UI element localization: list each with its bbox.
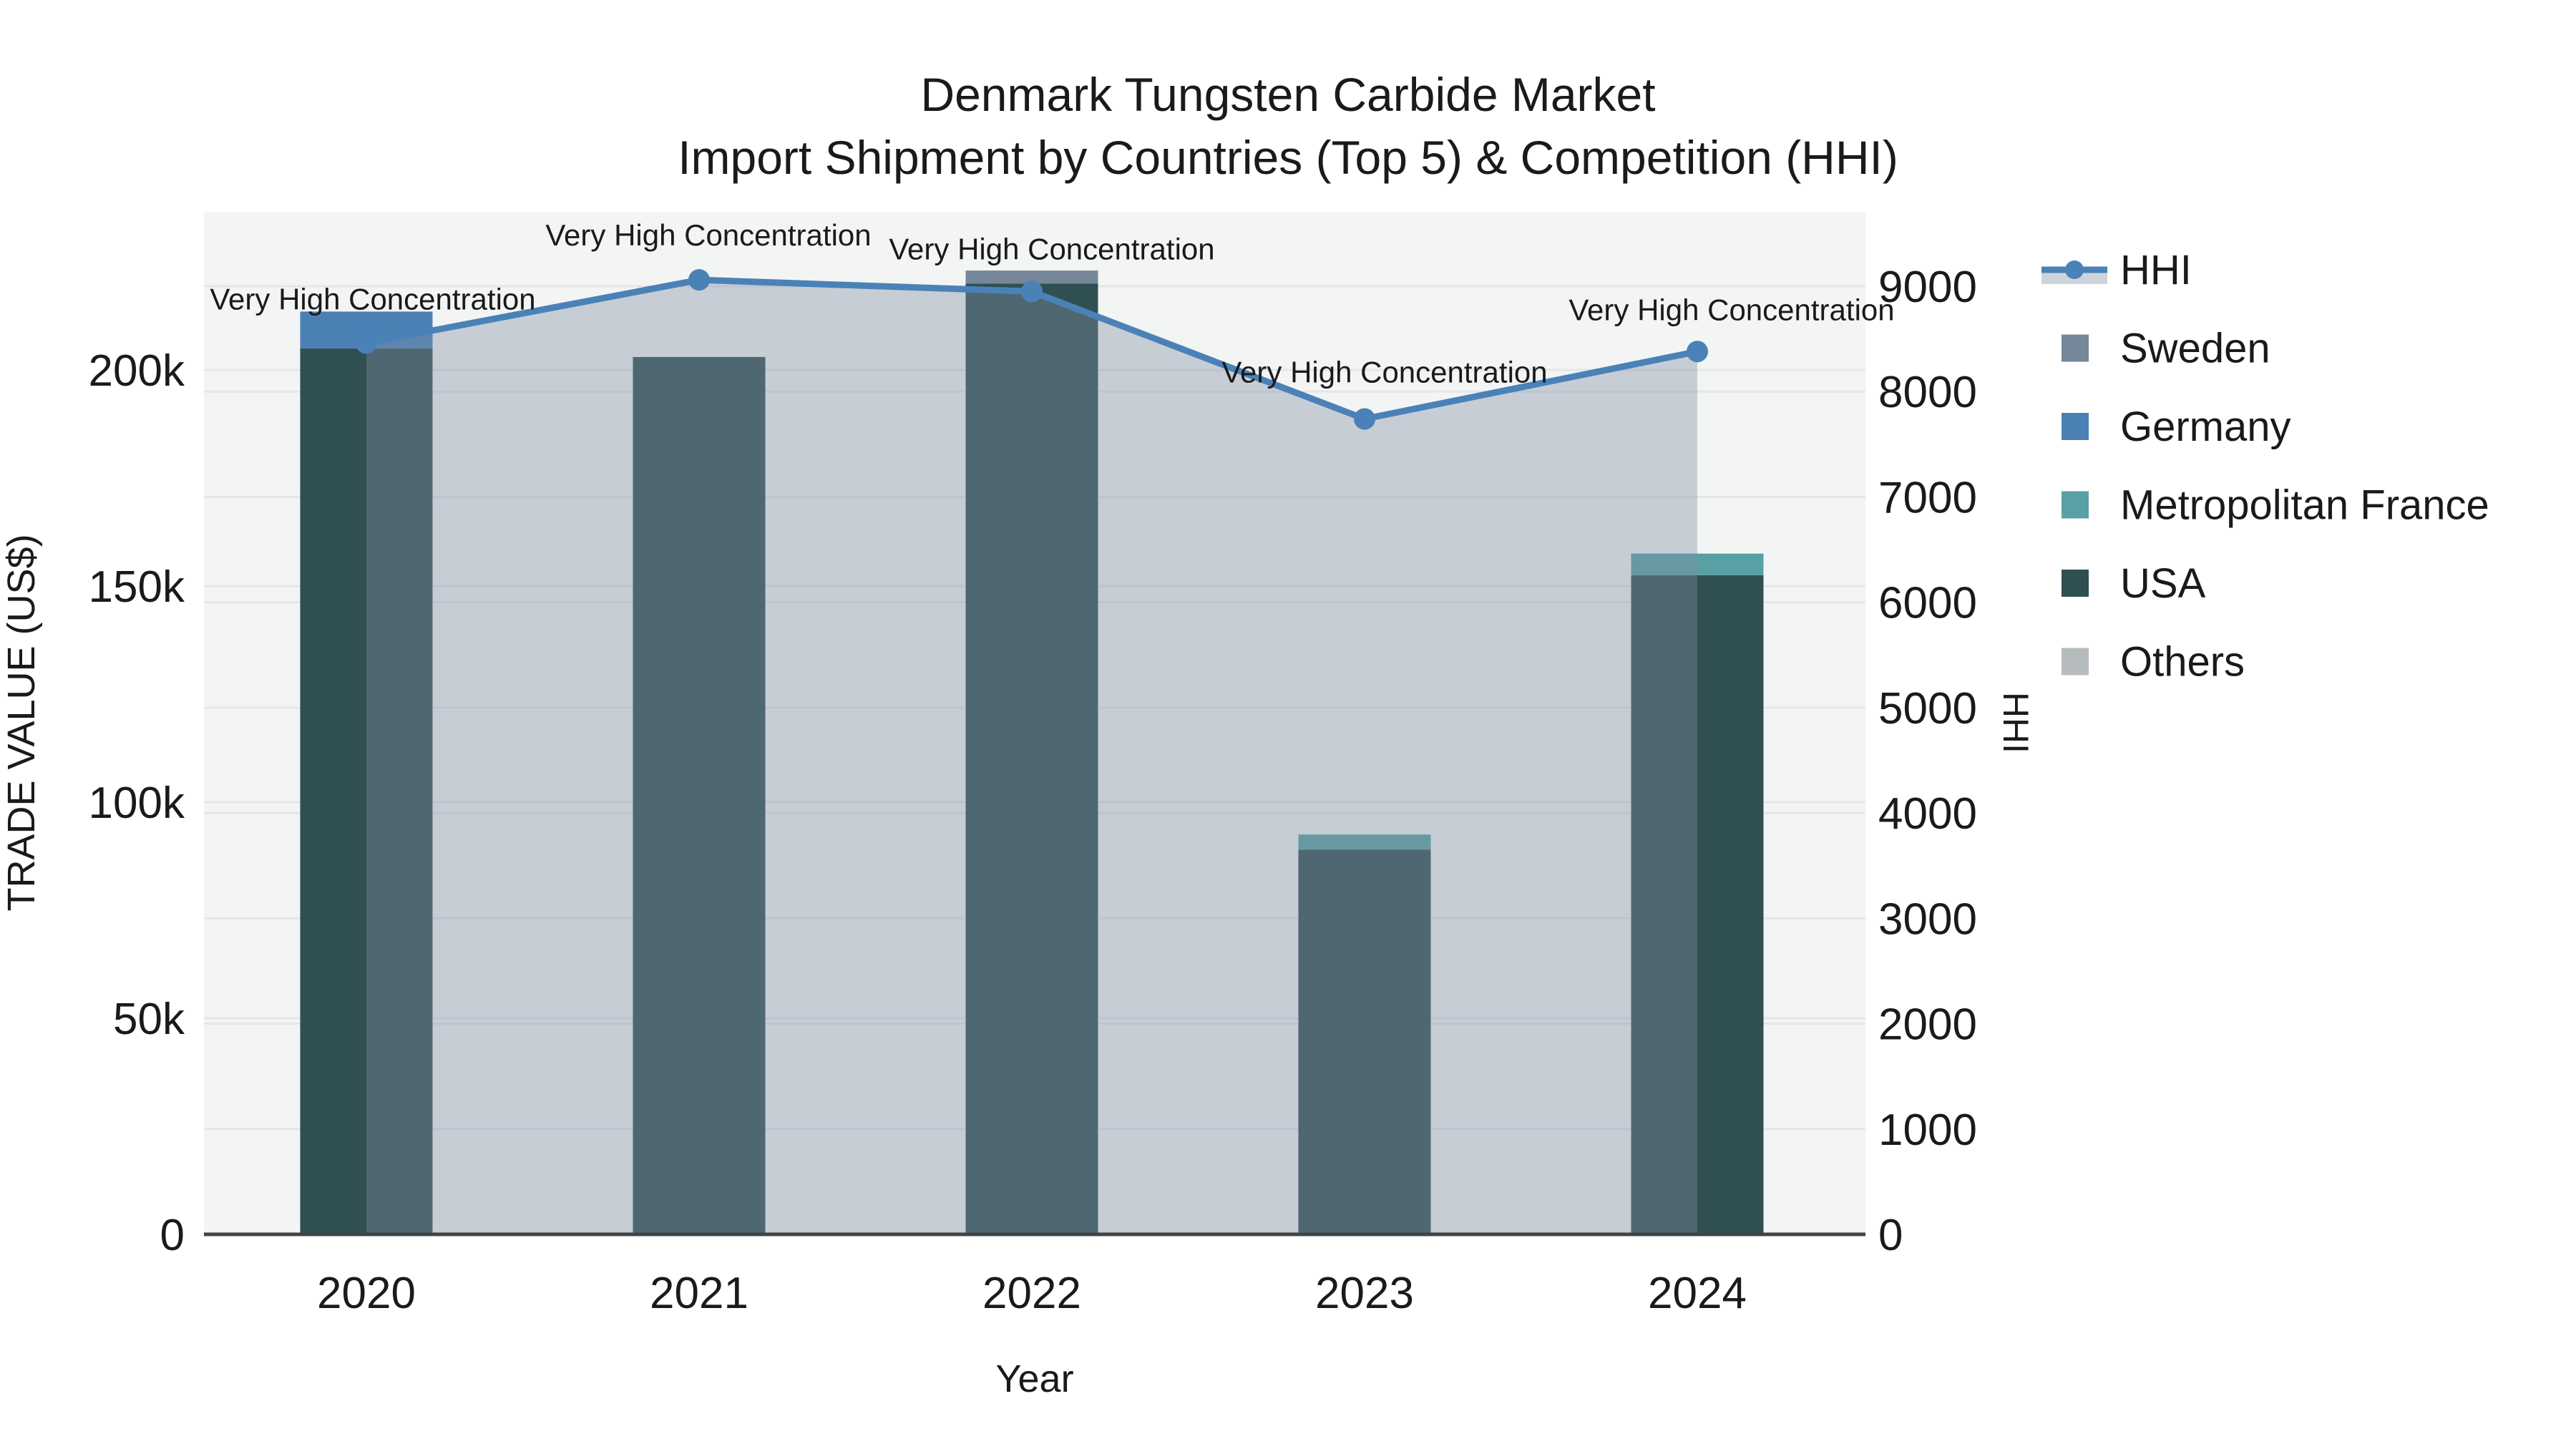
y-right-tick-1000: 1000	[1878, 1106, 1977, 1155]
y-right-tick-4000: 4000	[1878, 789, 1977, 839]
legend-swatch-metropolitan-france	[2062, 491, 2089, 519]
x-axis-ticks: 2020 2021 2022 2023 2024	[317, 1269, 1747, 1318]
hhi-marker-2024[interactable]	[1687, 341, 1708, 363]
legend-label-hhi: HHI	[2120, 247, 2192, 293]
legend-label-others: Others	[2120, 639, 2245, 686]
y-right-tick-3000: 3000	[1878, 894, 1977, 944]
bar-segment-2024-metropolitan-france[interactable]	[1631, 553, 1764, 575]
hhi-area-fill	[366, 280, 1697, 1235]
hhi-marker-2021[interactable]	[688, 269, 710, 291]
chart-title-line2: Import Shipment by Countries (Top 5) & C…	[678, 131, 1898, 184]
bar-segment-2021-usa[interactable]	[633, 356, 766, 1234]
x-axis-title: Year	[995, 1357, 1073, 1400]
legend-swatch-usa	[2062, 570, 2089, 597]
x-tick-2023: 2023	[1315, 1269, 1414, 1318]
legend-label-metropolitan-france: Metropolitan France	[2120, 482, 2489, 529]
legend-swatch-others	[2062, 648, 2089, 675]
y-right-tick-2000: 2000	[1878, 1000, 1977, 1050]
bar-segment-2023-metropolitan-france[interactable]	[1298, 834, 1431, 850]
legend-label-sweden: Sweden	[2120, 326, 2270, 372]
legend-label-usa: USA	[2120, 560, 2206, 607]
legend-item-metropolitan-france[interactable]: Metropolitan France	[2062, 482, 2489, 529]
legend-label-germany: Germany	[2120, 404, 2291, 450]
hhi-marker-2020[interactable]	[356, 332, 377, 354]
hhi-marker-2023[interactable]	[1354, 408, 1375, 430]
bar-layer	[300, 270, 1764, 1235]
annotation-2024: Very High Concentration	[1568, 293, 1894, 326]
annotation-2023: Very High Concentration	[1221, 356, 1547, 389]
x-tick-2024: 2024	[1648, 1269, 1747, 1318]
y-right-axis-title: HHI	[1996, 692, 2036, 753]
legend-item-hhi[interactable]: HHI	[2041, 247, 2192, 293]
legend-swatch-germany	[2062, 413, 2089, 440]
hhi-line-layer	[356, 269, 1708, 430]
y-right-tick-5000: 5000	[1878, 684, 1977, 733]
y-left-tick-50k: 50k	[113, 995, 185, 1044]
legend-item-sweden[interactable]: Sweden	[2062, 326, 2270, 372]
y-left-axis-title: TRADE VALUE (US$)	[0, 534, 43, 911]
legend-hhi-marker-icon	[2065, 260, 2084, 279]
annotation-2020: Very High Concentration	[210, 283, 535, 316]
y-right-tick-6000: 6000	[1878, 579, 1977, 628]
x-tick-2022: 2022	[982, 1269, 1081, 1318]
annotation-2021: Very High Concentration	[545, 218, 871, 252]
legend-item-others[interactable]: Others	[2062, 639, 2245, 686]
y-right-axis-ticks: 0 1000 2000 3000 4000 5000 6000 7000 8000 9000	[1878, 263, 1977, 1260]
legend: HHI Sweden Germany Metropolitan France USA Ot…	[2041, 247, 2489, 686]
y-left-tick-100k: 100k	[89, 779, 185, 828]
y-left-axis-ticks: 0 50k 100k 150k 200k	[89, 346, 185, 1260]
bar-segment-2020-usa[interactable]	[300, 348, 433, 1234]
hhi-marker-2022[interactable]	[1021, 280, 1043, 303]
annotation-2022: Very High Concentration	[889, 232, 1214, 265]
legend-item-usa[interactable]: USA	[2062, 560, 2206, 607]
legend-item-germany[interactable]: Germany	[2062, 404, 2291, 450]
legend-swatch-sweden	[2062, 334, 2089, 362]
bar-segment-2024-usa[interactable]	[1631, 575, 1764, 1234]
y-left-tick-0: 0	[160, 1211, 185, 1260]
bar-segment-2022-usa[interactable]	[965, 283, 1098, 1235]
y-right-tick-9000: 9000	[1878, 263, 1977, 312]
y-left-tick-150k: 150k	[89, 562, 185, 612]
y-right-tick-0: 0	[1878, 1211, 1903, 1260]
hhi-area-layer	[366, 280, 1697, 1235]
annotation-layer: Very High Concentration Very High Concent…	[210, 218, 1894, 389]
bar-segment-2022-sweden[interactable]	[965, 270, 1098, 284]
x-tick-2021: 2021	[650, 1269, 748, 1318]
y-right-tick-7000: 7000	[1878, 473, 1977, 522]
y-right-tick-8000: 8000	[1878, 368, 1977, 417]
y-left-tick-200k: 200k	[89, 346, 185, 396]
x-tick-2020: 2020	[317, 1269, 416, 1318]
bar-segment-2023-usa[interactable]	[1298, 849, 1431, 1234]
chart-title-line1: Denmark Tungsten Carbide Market	[920, 68, 1655, 121]
